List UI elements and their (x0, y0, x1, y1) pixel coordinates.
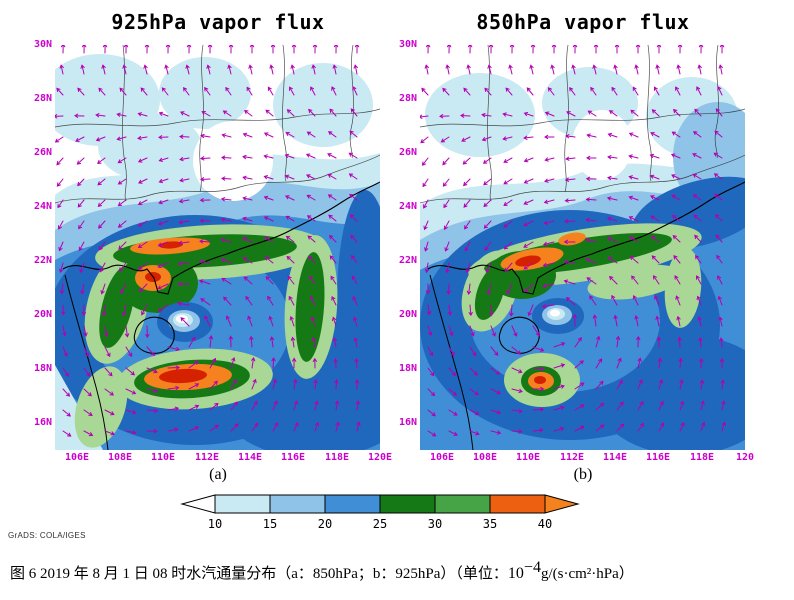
y-tick-label: 26N (398, 147, 417, 158)
x-tick-label: 110E (150, 452, 176, 463)
x-tick-label: 116E (645, 452, 671, 463)
y-tick-label: 22N (398, 255, 417, 266)
x-tick-label: 108E (472, 452, 498, 463)
cyclone-eye-b (550, 309, 560, 317)
x-tick-label: 112E (559, 452, 585, 463)
panel-a-title: 925hPa vapor flux (111, 10, 325, 34)
y-tick-label: 18N (33, 363, 52, 374)
y-tick-label: 24N (398, 201, 417, 212)
map-panel-a (55, 45, 380, 450)
y-tick-label: 30N (398, 39, 417, 50)
y-tick-label: 16N (398, 417, 417, 428)
x-tick-label: 114E (237, 452, 263, 463)
colorbar-label: 30 (427, 517, 443, 531)
colorbar-under-arrow (180, 494, 216, 514)
y-tick-label: 28N (398, 93, 417, 104)
colorbar-label: 20 (317, 517, 333, 531)
y-tick-label: 22N (33, 255, 52, 266)
caption-math-exponent: −4 (523, 559, 541, 576)
grads-credit: GrADS: COLA/IGES (8, 531, 86, 540)
x-tick-label: 118E (689, 452, 715, 463)
panel-a-label: (a) (209, 466, 227, 483)
map-panel-b (420, 45, 745, 450)
y-tick-label: 18N (398, 363, 417, 374)
x-tick-label: 106E (429, 452, 455, 463)
x-tick-label: 106E (64, 452, 90, 463)
colorbar-over-arrow (544, 494, 580, 514)
x-tick-label: 112E (194, 452, 220, 463)
wind-vector-layer-b (420, 45, 726, 437)
y-tick-label: 30N (33, 39, 52, 50)
wind-vectors (420, 45, 726, 437)
x-tick-label: 110E (515, 452, 541, 463)
panel-b-title: 850hPa vapor flux (476, 10, 690, 34)
caption-math-base: 10 (507, 565, 524, 582)
contour-fill-a (55, 54, 380, 450)
panel-b-label: (b) (573, 466, 593, 483)
colorbar-label: 35 (482, 517, 498, 531)
y-tick-label: 20N (33, 309, 52, 320)
colorbar (180, 494, 580, 514)
x-tick-label: 120 (735, 452, 755, 463)
figure-caption: 图 6 2019 年 8 月 1 日 08 时水汽通量分布（a：850hPa；b… (10, 559, 790, 583)
caption-text: 图 6 2019 年 8 月 1 日 08 时水汽通量分布（a：850hPa；b… (10, 566, 508, 582)
y-tick-label: 26N (33, 147, 52, 158)
y-tick-label: 16N (33, 417, 52, 428)
colorbar-label: 25 (372, 517, 388, 531)
x-tick-label: 108E (107, 452, 133, 463)
x-tick-label: 116E (280, 452, 306, 463)
wind-vector-layer-a (55, 45, 361, 437)
y-tick-label: 28N (33, 93, 52, 104)
wind-vectors (55, 45, 361, 437)
colorbar-label: 15 (262, 517, 278, 531)
y-tick-label: 24N (33, 201, 52, 212)
y-tick-label: 20N (398, 309, 417, 320)
colorbar-label: 40 (537, 517, 553, 531)
contour-fill-b (420, 67, 745, 450)
caption-units: g/(s·cm²·hPa） (540, 566, 634, 582)
colorbar-label: 10 (207, 517, 223, 531)
x-tick-label: 118E (324, 452, 350, 463)
x-tick-label: 120E (367, 452, 393, 463)
x-tick-label: 114E (602, 452, 628, 463)
